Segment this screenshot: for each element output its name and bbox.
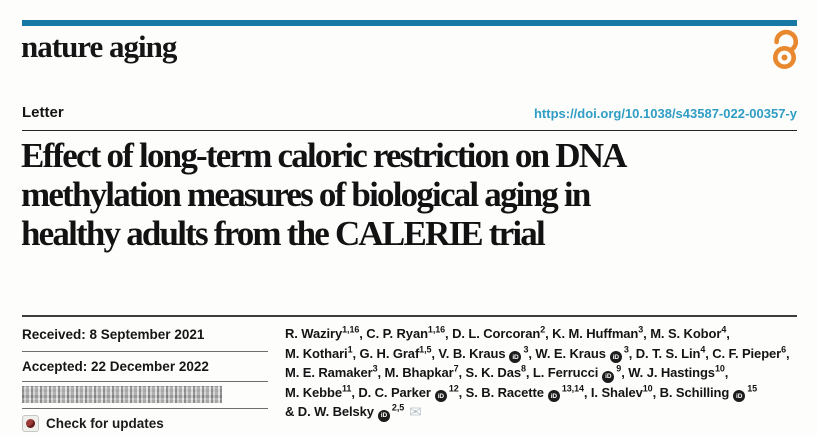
affiliation-superscript: 4	[700, 344, 706, 355]
crossmark-logo	[26, 419, 35, 428]
affiliation-superscript: 1,5	[419, 344, 432, 355]
author-name-text: M. Kothari	[285, 345, 348, 361]
article-title: Effect of long-term caloric restriction …	[21, 136, 811, 253]
affiliation-superscript: 12	[448, 383, 459, 394]
orcid-icon[interactable]: iD	[434, 390, 447, 403]
author-name-text: , M. Bhapkar	[377, 365, 454, 380]
affiliation-superscript: 4	[721, 324, 727, 335]
affiliation-superscript: 3	[372, 363, 378, 374]
author-name-text: , W. J. Hastings	[621, 365, 715, 380]
author-name-text: , K. M. Huffman	[545, 326, 639, 341]
author-name-text: R. Waziry	[285, 326, 343, 341]
author-list: R. Waziry1,16, C. P. Ryan1,16, D. L. Cor…	[285, 324, 805, 422]
author-name-text: ,	[786, 345, 790, 361]
affiliation-superscript: 2	[540, 324, 546, 335]
title-line-2: methylation measures of biological aging…	[21, 175, 591, 214]
author-name-text: & D. W. Belsky	[285, 404, 374, 419]
author-name-text: , W. E. Kraus	[528, 345, 606, 361]
affiliation-superscript: 6	[781, 344, 787, 355]
affiliation-superscript: 10	[714, 363, 725, 374]
author-line: M. Kebbe11, D. C. Parker iD12, S. B. Race…	[285, 383, 805, 403]
orcid-icon[interactable]: iD	[509, 351, 522, 364]
author-line: & D. W. Belsky iD2,5 ✉	[285, 402, 805, 422]
author-name-text: , G. H. Graf	[352, 345, 420, 361]
affiliation-superscript: 2,5	[391, 402, 405, 413]
affiliation-superscript: 1,16	[427, 324, 446, 335]
check-for-updates-label: Check for updates	[46, 416, 164, 431]
author-name-text: , L. Ferrucci	[525, 365, 599, 380]
author-name-text: , C. P. Ryan	[359, 326, 428, 341]
affiliation-superscript: 7	[453, 363, 459, 374]
title-line-3: healthy adults from the CALERIE trial	[21, 214, 546, 253]
affiliation-superscript: 10	[642, 383, 653, 394]
author-name-text: , S. K. Das	[458, 365, 522, 380]
title-line-1: Effect of long-term caloric restriction …	[21, 136, 627, 175]
author-line: M. Kothari1, G. H. Graf1,5, V. B. Kraus i…	[285, 344, 805, 364]
title-divider	[22, 315, 797, 317]
article-header-row: Letter https://doi.org/10.1038/s43587-02…	[22, 104, 797, 121]
affiliation-superscript: 3	[523, 344, 529, 355]
orcid-icon[interactable]: iD	[377, 409, 390, 422]
author-name-text: ,	[726, 326, 730, 341]
affiliation-superscript: 9	[616, 363, 622, 374]
author-name-text: , I. Shalev	[583, 384, 643, 400]
article-meta-column: Received: 8 September 2021 Accepted: 22 …	[22, 317, 268, 432]
journal-logo: nature aging	[21, 29, 177, 64]
check-for-updates[interactable]: Check for updates	[22, 409, 268, 432]
author-name-text: , V. B. Kraus	[431, 345, 506, 361]
affiliation-superscript: 3	[638, 324, 644, 335]
redacted-published-date-row	[22, 382, 268, 409]
author-name-text: , D. L. Corcoran	[445, 326, 541, 341]
author-name-text: , M. S. Kobor	[643, 326, 722, 341]
author-name-text: ,	[724, 365, 729, 380]
affiliation-superscript: 1,16	[342, 324, 360, 335]
author-name-text: M. Kebbe	[285, 384, 342, 400]
affiliation-superscript: 1	[347, 344, 353, 355]
affiliation-superscript: 8	[520, 363, 526, 374]
author-name-text: , C. F. Pieper	[705, 345, 782, 361]
article-type-label: Letter	[22, 104, 64, 121]
open-access-icon	[773, 29, 799, 69]
affiliation-superscript: 11	[341, 383, 352, 394]
header-divider	[22, 130, 797, 131]
email-icon[interactable]: ✉	[409, 404, 422, 421]
crossmark-icon[interactable]	[22, 415, 39, 432]
redacted-published-date	[22, 386, 222, 403]
masthead-accent-bar	[22, 20, 797, 26]
orcid-icon[interactable]: iD	[733, 390, 746, 403]
author-line: R. Waziry1,16, C. P. Ryan1,16, D. L. Cor…	[285, 324, 805, 344]
author-name-text: , S. B. Racette	[458, 384, 544, 400]
doi-link[interactable]: https://doi.org/10.1038/s43587-022-00357…	[533, 106, 797, 121]
orcid-icon[interactable]: iD	[609, 351, 622, 364]
accepted-date: Accepted: 22 December 2022	[22, 352, 268, 382]
author-name-text: , D. C. Parker	[351, 384, 431, 400]
affiliation-superscript: 3	[623, 344, 629, 355]
received-date: Received: 8 September 2021	[22, 317, 268, 352]
affiliation-superscript: 13,14	[561, 383, 584, 394]
author-name-text: M. E. Ramaker	[285, 365, 373, 380]
author-name-text: , B. Schilling	[652, 384, 730, 400]
author-name-text: , D. T. S. Lin	[628, 345, 701, 361]
affiliation-superscript: 15	[747, 383, 757, 394]
author-line: M. E. Ramaker3, M. Bhapkar7, S. K. Das8,…	[285, 363, 805, 383]
orcid-icon[interactable]: iD	[602, 370, 615, 383]
orcid-icon[interactable]: iD	[547, 390, 560, 403]
